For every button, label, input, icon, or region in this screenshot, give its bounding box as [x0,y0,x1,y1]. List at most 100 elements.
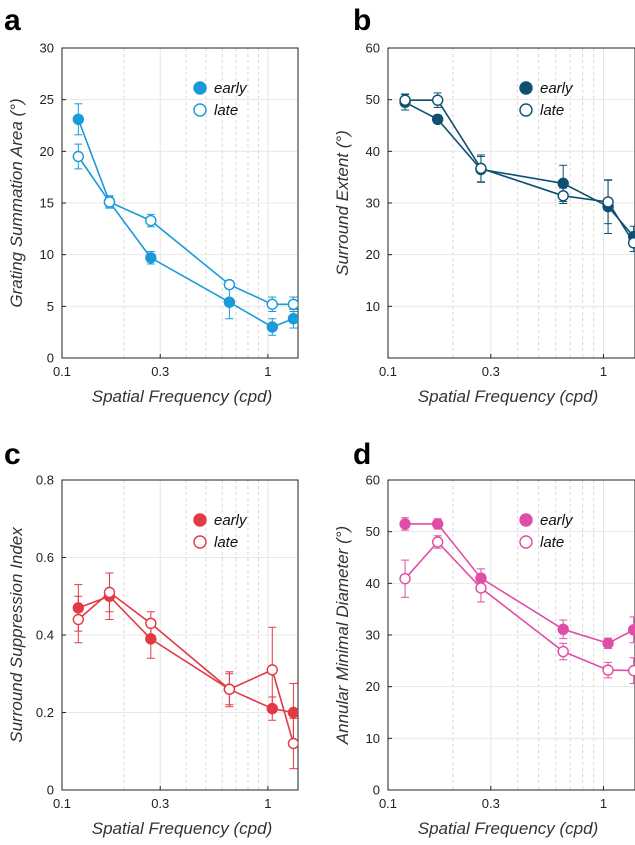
legend-marker-late [519,535,533,549]
data-point-late [557,190,569,202]
legend-marker-early [193,513,207,527]
y-axis-label: Surround Suppression Index [7,527,26,743]
series-line-late [404,540,634,672]
y-tick-label: 10 [40,247,54,262]
y-tick-label: 60 [366,473,380,488]
y-tick-label: 60 [366,41,380,56]
y-tick-label: 20 [40,144,54,159]
y-tick-label: 50 [366,524,380,539]
data-point-early [266,321,278,333]
legend-marker-early [519,81,533,95]
legend-marker-early [519,513,533,527]
data-point-late [431,94,444,106]
plot-area [399,92,635,253]
data-point-early [431,518,444,530]
y-tick-label: 10 [366,299,380,314]
x-tick-label: 0.3 [482,364,500,379]
legend-label-early: early [214,80,248,97]
y-tick-label: 20 [366,679,380,694]
x-tick-label: 1 [600,796,607,811]
plot-area [72,572,298,770]
data-point-early [557,177,569,190]
y-tick-label: 0.2 [36,705,54,720]
legend-marker-late [519,103,533,117]
y-tick-label: 0 [47,351,54,366]
x-tick-label: 1 [264,796,271,811]
chart-panel-b: b 0.1 0.3 1 10 20 30 40 50 60 Spatial Frequency (c… [333,4,635,406]
data-point-early [145,252,157,264]
y-tick-label: 40 [366,576,380,591]
data-point-late [557,645,569,658]
x-tick-label: 0.1 [379,796,397,811]
y-tick-label: 0 [47,783,54,798]
chart-panel-c: c 0.1 0.3 1 0 0.2 0.4 0.6 0.8 Spatial Frequency (… [4,438,299,838]
y-tick-label: 50 [366,92,380,107]
data-point-early [72,113,85,126]
x-tick-label: 0.1 [53,364,71,379]
y-axis-label: Annular Minimal Diameter (°) [333,526,352,745]
legend-label-early: early [214,512,248,529]
data-point-late [602,196,614,208]
series-line-early [404,101,635,238]
y-tick-label: 5 [47,299,54,314]
legend-label-late: late [214,534,238,551]
data-point-late [602,664,614,676]
data-point-early [266,702,278,715]
y-axis-label: Grating Summation Area (°) [7,98,26,307]
y-tick-label: 10 [366,731,380,746]
data-point-early [72,602,85,614]
data-point-late [223,278,236,291]
data-point-late [475,582,487,594]
data-point-early [145,633,157,645]
x-tick-label: 1 [264,364,271,379]
data-point-late [266,298,278,310]
y-tick-label: 20 [366,247,380,262]
plot-area [72,103,298,336]
data-point-early [602,637,614,649]
data-point-late [475,162,487,175]
x-tick-label: 0.1 [379,364,397,379]
data-point-late [399,94,411,106]
data-point-late [431,536,444,548]
data-point-early [287,313,298,325]
data-point-late [399,572,411,585]
x-tick-label: 0.1 [53,796,71,811]
y-tick-label: 0.4 [36,628,54,643]
legend-label-late: late [540,102,564,119]
x-tick-label: 0.3 [482,796,500,811]
data-point-late [287,737,298,750]
legend-marker-early [193,81,207,95]
data-point-late [72,613,85,626]
y-tick-label: 0.6 [36,550,54,565]
x-axis-label: Spatial Frequency (cpd) [418,819,598,838]
y-tick-label: 30 [366,196,380,211]
legend-marker-late [193,103,207,117]
x-axis-label: Spatial Frequency (cpd) [92,819,272,838]
data-point-late [287,298,298,310]
data-point-late [266,664,278,676]
legend-label-early: early [540,80,574,97]
x-tick-label: 1 [600,364,607,379]
y-tick-label: 15 [40,196,54,211]
data-point-early [223,296,236,308]
data-point-late [145,617,157,630]
panel-letter: c [4,438,21,471]
data-point-late [103,586,116,599]
data-point-early [431,113,444,126]
y-tick-label: 30 [366,628,380,643]
panel-letter: d [353,438,371,471]
x-tick-label: 0.3 [151,364,169,379]
x-axis-label: Spatial Frequency (cpd) [418,387,598,406]
y-tick-label: 0 [373,783,380,798]
x-axis-label: Spatial Frequency (cpd) [92,387,272,406]
y-tick-label: 40 [366,144,380,159]
data-point-early [627,624,635,636]
y-tick-label: 30 [40,41,54,56]
legend-marker-late [193,535,207,549]
data-point-late [72,150,85,163]
y-axis-label: Surround Extent (°) [333,130,352,276]
x-tick-label: 0.3 [151,796,169,811]
